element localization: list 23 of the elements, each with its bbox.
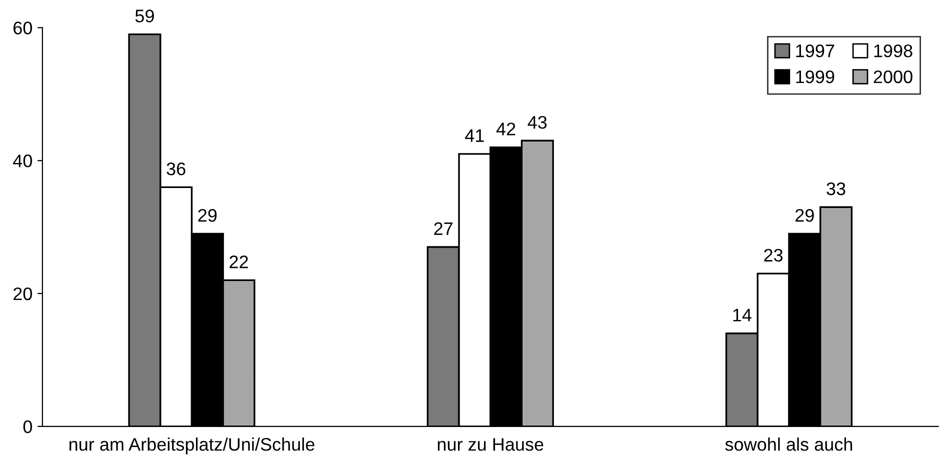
y-tick-label: 20 [14,287,32,300]
x-tick-label: sowohl als auch [725,438,852,451]
legend-label: 1999 [796,70,834,84]
data-label: 14 [733,308,752,322]
legend-label: 1998 [874,44,912,58]
data-label: 42 [496,122,516,136]
data-label: 29 [198,209,217,222]
y-tick-label: 60 [14,22,32,34]
data-label: 41 [465,129,484,142]
legend-label: 1997 [796,44,834,58]
data-label: 33 [826,182,846,196]
data-label: 27 [434,222,452,235]
x-tick-label: nur zu Hause [438,438,544,451]
data-label: 22 [230,256,248,268]
y-tick-label: 0 [23,420,32,434]
data-label: 59 [135,10,154,22]
y-tick-label: 40 [13,154,32,168]
x-tick-label: nur am Arbeitsplatz/Uni/Schule [70,438,314,454]
data-label: 43 [528,116,547,129]
data-label: 36 [166,162,186,176]
legend-label: 2000 [874,70,912,84]
data-label: 23 [764,248,783,262]
data-label: 29 [796,209,814,222]
